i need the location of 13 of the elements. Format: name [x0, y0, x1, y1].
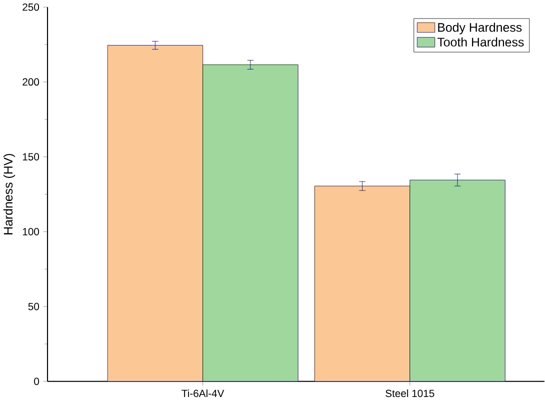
bar [202, 64, 298, 382]
y-tick-label: 250 [22, 4, 40, 12]
x-tick-label: Ti-6Al-4V [182, 390, 224, 398]
y-axis-title: Hardness (HV) [3, 154, 16, 235]
y-tick-label: 50 [28, 303, 40, 310]
legend-label: Tooth Hardness [437, 38, 524, 47]
legend-label: Body Hardness [438, 22, 522, 35]
bar [410, 180, 506, 382]
y-tick-label: 150 [22, 153, 40, 161]
x-tick-label: Steel 1015 [386, 390, 434, 398]
y-tick-label: 0 [34, 378, 40, 386]
y-tick-label: 100 [22, 228, 40, 236]
y-tick-label: 200 [22, 78, 40, 86]
